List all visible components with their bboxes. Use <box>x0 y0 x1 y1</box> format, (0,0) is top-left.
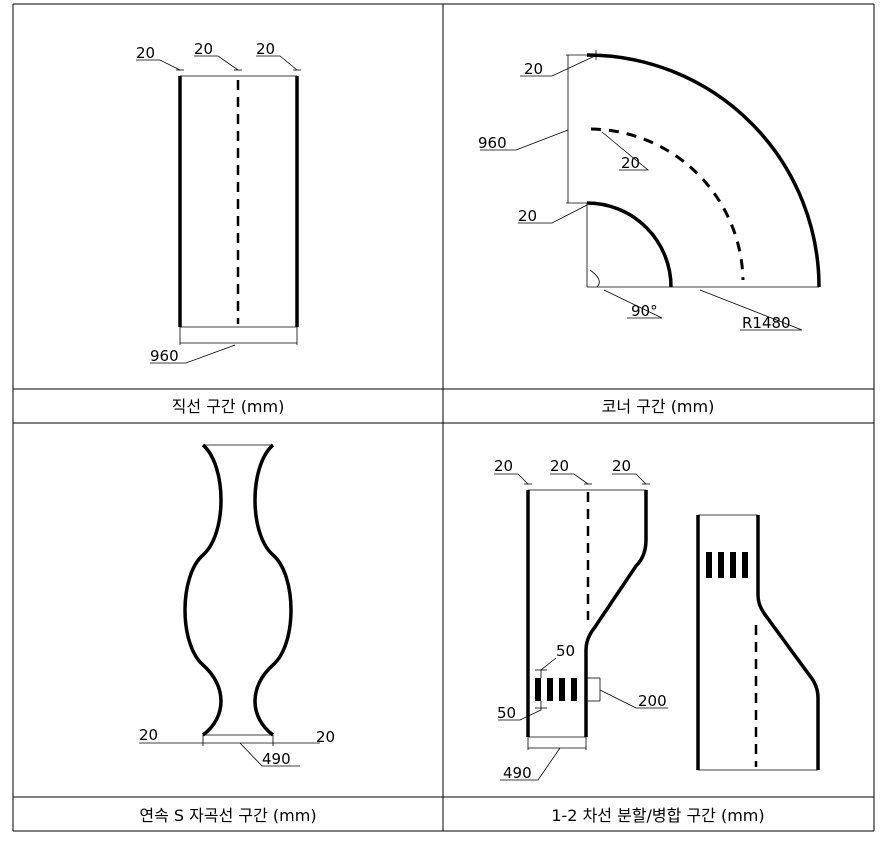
caption-s-curve: 연속 S 자곡선 구간 (mm) <box>139 806 316 825</box>
outer-arc <box>586 53 821 288</box>
corner-section-drawing: 20 960 20 20 90° R1480 <box>478 50 821 332</box>
dim-corner-width: 960 <box>478 134 507 152</box>
dim-angle: 90° <box>631 302 658 320</box>
dim-track-width: 960 <box>150 347 179 365</box>
dim-inner-line: 20 <box>518 207 537 225</box>
merge-right-line <box>756 515 820 770</box>
table-grid <box>12 3 875 832</box>
left-wavy-line <box>183 443 223 737</box>
dim-center-line: 20 <box>621 154 640 172</box>
split-merge-section-drawing: 20 20 20 50 50 200 490 <box>494 457 820 782</box>
dim-stripe-gap: 50 <box>556 642 575 660</box>
dim-left-line: 20 <box>494 457 513 475</box>
center-dashed-arc <box>590 127 745 281</box>
dim-marker-length: 200 <box>638 692 667 710</box>
caption-straight: 직선 구간 (mm) <box>172 397 285 416</box>
dim-left-line: 20 <box>139 726 158 744</box>
caption-split-merge: 1-2 차선 분할/병합 구간 (mm) <box>551 806 764 825</box>
s-curve-section-drawing: 20 20 490 <box>139 443 335 768</box>
caption-corner: 코너 구간 (mm) <box>602 397 715 416</box>
dim-center-line: 20 <box>550 457 569 475</box>
dim-center-line: 20 <box>194 40 213 58</box>
dim-right-line: 20 <box>256 40 275 58</box>
dim-outer-line: 20 <box>524 60 543 78</box>
split-right-line <box>584 490 648 737</box>
right-wavy-line <box>253 443 293 737</box>
dim-curve-width: 490 <box>262 750 291 768</box>
stripe-marker-right <box>706 552 748 578</box>
dim-right-line: 20 <box>612 457 631 475</box>
dim-lane-width: 490 <box>503 764 532 782</box>
dim-left-line: 20 <box>136 44 155 62</box>
inner-arc <box>586 201 673 288</box>
dim-right-line: 20 <box>316 728 335 746</box>
dim-radius: R1480 <box>742 314 791 332</box>
straight-section-drawing: 20 20 20 960 <box>136 40 301 365</box>
dim-stripe-width: 50 <box>497 704 516 722</box>
stripe-marker-left <box>535 678 577 701</box>
